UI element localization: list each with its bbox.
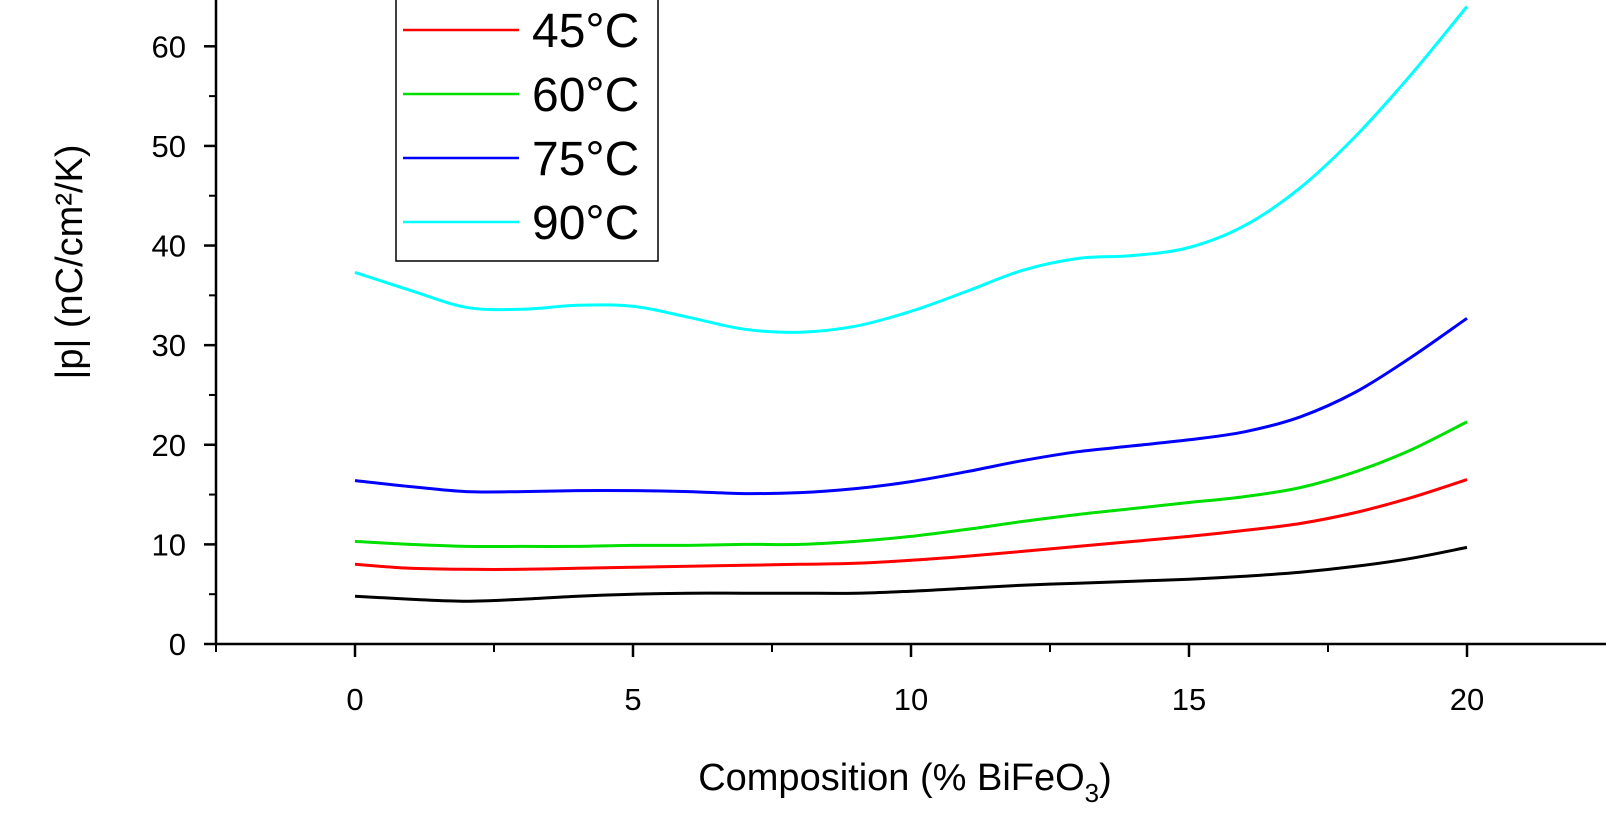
x-axis-title: Composition (% BiFeO3) — [698, 757, 1112, 808]
x-tick-label: 5 — [624, 682, 641, 717]
x-axis-title-close: ) — [1099, 757, 1112, 799]
x-axis-title-subscript: 3 — [1085, 778, 1099, 808]
legend-label: 60°C — [532, 69, 639, 122]
y-tick-label: 10 — [152, 527, 186, 562]
series-lines — [354, 5, 1469, 603]
series-line-90C — [354, 5, 1469, 334]
legend-box — [395, 0, 659, 262]
x-tick-label: 20 — [1450, 682, 1484, 717]
legend: 45°C 60°C 75°C 90°C — [395, 0, 659, 262]
y-tick-label: 40 — [152, 229, 186, 264]
y-tick-label: 0 — [169, 627, 186, 662]
y-tick-label: 50 — [152, 129, 186, 164]
x-tick-label: 10 — [894, 682, 928, 717]
series-line-60C — [354, 420, 1468, 549]
legend-label: 45°C — [532, 5, 639, 58]
x-tick-label: 15 — [1172, 682, 1206, 717]
x-tick-label: 0 — [346, 682, 363, 717]
y-axis-tick-labels: 0 10 20 30 40 50 60 — [152, 29, 186, 662]
legend-entries: 45°C 60°C 75°C 90°C — [403, 5, 639, 250]
series-line-75C — [354, 317, 1468, 496]
y-tick-label: 20 — [152, 428, 186, 463]
series-line-45C — [354, 478, 1468, 571]
x-axis-title-main: Composition (% BiFeO — [698, 757, 1084, 799]
series-line-unnamed-0 — [354, 545, 1468, 603]
x-axis-minor-ticks — [215, 644, 1329, 652]
x-axis-tick-labels: 0 5 10 15 20 — [346, 682, 1484, 717]
y-tick-label: 60 — [152, 29, 186, 64]
x-axis-major-ticks — [353, 644, 1469, 657]
legend-label: 75°C — [532, 133, 639, 186]
y-tick-label: 30 — [152, 328, 186, 363]
legend-label: 90°C — [532, 197, 639, 250]
y-axis-major-ticks — [204, 45, 216, 646]
y-axis-title: |p| (nC/cm²/K) — [49, 144, 91, 379]
